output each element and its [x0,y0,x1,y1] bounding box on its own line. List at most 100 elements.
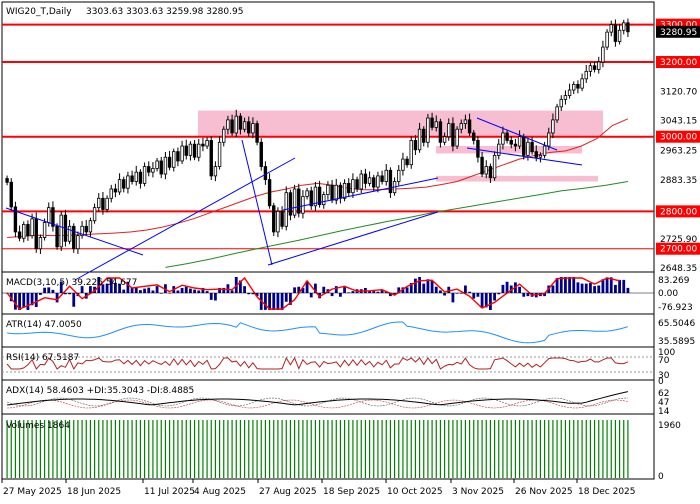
macd-histogram-bar [343,285,346,293]
candle-bearish [297,188,301,214]
candle-bearish [26,224,30,237]
indicator-axis-label: 1960 [658,421,681,431]
macd-histogram-bar [564,277,567,293]
macd-histogram-bar [605,277,609,293]
macd-histogram-bar [576,282,580,293]
macd-histogram-bar [601,279,605,293]
candle-bearish [255,123,259,143]
candle-bullish [180,145,184,162]
macd-histogram-bar [247,293,251,295]
candle-bullish [351,179,355,194]
macd-histogram-bar [589,283,592,293]
macd-histogram-bar [434,286,438,293]
candle-bearish [534,151,538,158]
candle-bullish [547,132,551,147]
macd-histogram-bar [151,290,155,293]
support-resistance-zone [198,110,603,137]
candle-bullish [542,145,547,156]
candle-bullish [301,196,305,214]
candle-bullish [442,136,447,143]
atr-title: ATR(14) 47.0050 [6,320,82,330]
candle-bearish [317,186,322,206]
candle-bearish [372,177,376,188]
candle-bearish [413,140,418,151]
candle-bullish [313,186,318,207]
candle-bearish [467,119,472,134]
time-axis-label: 4 Aug 2025 [194,487,246,497]
candle-bearish [138,171,143,184]
price-pane [2,18,654,281]
macd-histogram-bar [339,293,342,297]
macd-histogram-bar [405,287,409,293]
price-level-tag [656,242,700,255]
candle-bearish [530,141,534,153]
candle-bearish [101,197,105,210]
price-level-tag [656,130,700,143]
time-axis-label: 18 Dec 2025 [578,487,636,497]
price-axis-label: 2648.35 [660,264,697,274]
candle-bullish [401,158,405,171]
candle-bullish [222,128,226,143]
candle-bullish [97,197,101,209]
macd-histogram-bar [47,287,51,293]
macd-histogram-bar [555,278,559,293]
candle-bullish [426,117,430,143]
candle-bullish [42,222,47,238]
candle-bullish [572,84,576,91]
macd-histogram-bar [430,280,434,293]
candle-bearish [488,166,493,179]
candle-bearish [480,156,484,175]
candle-bullish [109,188,113,199]
candle-bearish [122,179,126,189]
candle-bearish [209,140,213,177]
indicator-axis-label: 83.269 [658,276,690,286]
candle-bearish [338,184,343,199]
candle-bearish [192,143,197,158]
macd-histogram-bar [239,280,242,293]
macd-histogram-bar [155,286,159,293]
macd-histogram-bar [176,290,180,293]
candle-bullish [217,141,222,167]
candle-bearish [380,175,384,182]
minus-di-line [7,399,628,409]
candle-bearish [288,192,293,216]
support-resistance-zone [436,146,582,154]
candle-bullish [59,214,63,248]
macd-histogram-bar [122,289,126,293]
macd-histogram-bar [180,288,184,293]
macd-histogram-bar [609,277,613,293]
candle-bearish [430,117,434,128]
candle-bearish [451,123,455,147]
macd-histogram-bar [584,283,588,293]
macd-histogram-bar [264,293,267,310]
macd-histogram-bar [51,289,55,293]
candle-bullish [359,173,363,190]
candle-bullish [92,207,97,222]
price-axis-label: 2883.35 [660,176,697,186]
macd-histogram-bar [34,293,38,307]
trend-line [282,177,439,211]
price-level-label: 3000.00 [660,133,697,143]
macd-histogram-bar [334,286,338,293]
trend-line [466,147,583,166]
candle-bearish [505,132,509,141]
trend-line [267,211,439,266]
candle-bullish [251,123,255,134]
macd-histogram-bar [347,292,351,293]
candle-bullish [588,65,593,72]
candle-bullish [563,95,568,100]
macd-histogram-bar [401,287,405,293]
volume-title: Volumes 1864 [6,421,70,431]
candle-bearish [347,182,351,194]
indicator-axis-label: 65.5046 [658,319,695,329]
price-axis-label: 3120.70 [660,88,697,98]
macd-histogram-bar [139,290,142,293]
macd-histogram-bar [297,286,301,293]
candle-bullish [551,119,555,134]
candle-bearish [405,158,409,166]
candle-bearish [167,156,172,168]
candle-bearish [388,169,393,194]
macd-histogram-bar [559,277,563,293]
candle-bullish [459,123,463,130]
